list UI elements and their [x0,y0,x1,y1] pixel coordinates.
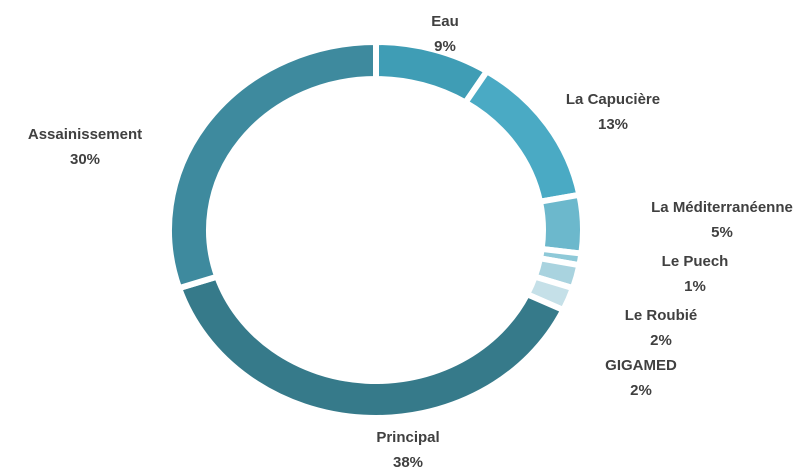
slice-label: Le Puech [662,253,729,270]
slice-label: La Capucière [566,91,660,108]
donut-slice [461,67,583,206]
donut-slice [166,38,379,292]
slice-value-label: 13% [598,116,628,133]
slice-label: La Méditerranéenne [651,199,793,216]
donut-slice [536,191,586,257]
slice-value-label: 2% [650,332,672,349]
slice-label: Eau [431,13,459,30]
slice-label: Principal [376,429,439,446]
slice-label: Le Roubié [625,307,698,324]
slice-label: GIGAMED [605,357,677,374]
slice-value-label: 5% [711,224,733,241]
slice-label: Assainissement [28,126,142,143]
donut-slice [175,272,568,421]
slice-value-label: 1% [684,278,706,295]
slice-value-label: 2% [630,382,652,399]
slice-value-label: 9% [434,38,456,55]
slice-value-label: 38% [393,454,423,471]
slice-value-label: 30% [70,151,100,168]
